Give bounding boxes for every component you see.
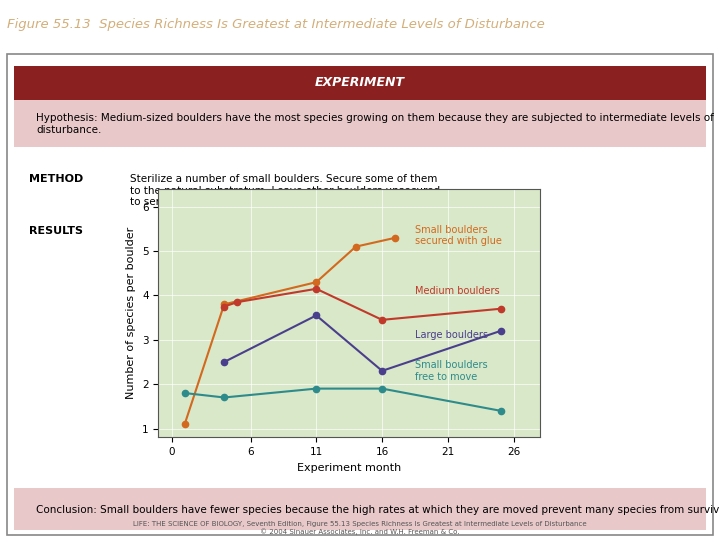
Text: LIFE: THE SCIENCE OF BIOLOGY, Seventh Edition, Figure 55.13 Species Richness Is : LIFE: THE SCIENCE OF BIOLOGY, Seventh Ed…: [133, 521, 587, 535]
X-axis label: Experiment month: Experiment month: [297, 463, 401, 472]
FancyBboxPatch shape: [7, 53, 713, 535]
Text: EXPERIMENT: EXPERIMENT: [315, 77, 405, 90]
FancyBboxPatch shape: [14, 66, 706, 100]
Text: Conclusion: Small boulders have fewer species because the high rates at which th: Conclusion: Small boulders have fewer sp…: [36, 504, 720, 515]
Text: METHOD: METHOD: [29, 174, 83, 184]
FancyBboxPatch shape: [14, 100, 706, 147]
Text: RESULTS: RESULTS: [29, 226, 83, 235]
Text: Sterilize a number of small boulders. Secure some of them
to the natural substra: Sterilize a number of small boulders. Se…: [130, 174, 440, 207]
Text: Large boulders: Large boulders: [415, 330, 488, 340]
FancyBboxPatch shape: [14, 488, 706, 530]
Text: Hypothesis: Medium-sized boulders have the most species growing on them because : Hypothesis: Medium-sized boulders have t…: [36, 113, 714, 134]
Text: Figure 55.13  Species Richness Is Greatest at Intermediate Levels of Disturbance: Figure 55.13 Species Richness Is Greates…: [7, 18, 545, 31]
Text: Medium boulders: Medium boulders: [415, 286, 500, 296]
Text: Small boulders
secured with glue: Small boulders secured with glue: [415, 225, 502, 246]
Y-axis label: Number of species per boulder: Number of species per boulder: [127, 227, 137, 399]
Text: Small boulders
free to move: Small boulders free to move: [415, 360, 487, 382]
